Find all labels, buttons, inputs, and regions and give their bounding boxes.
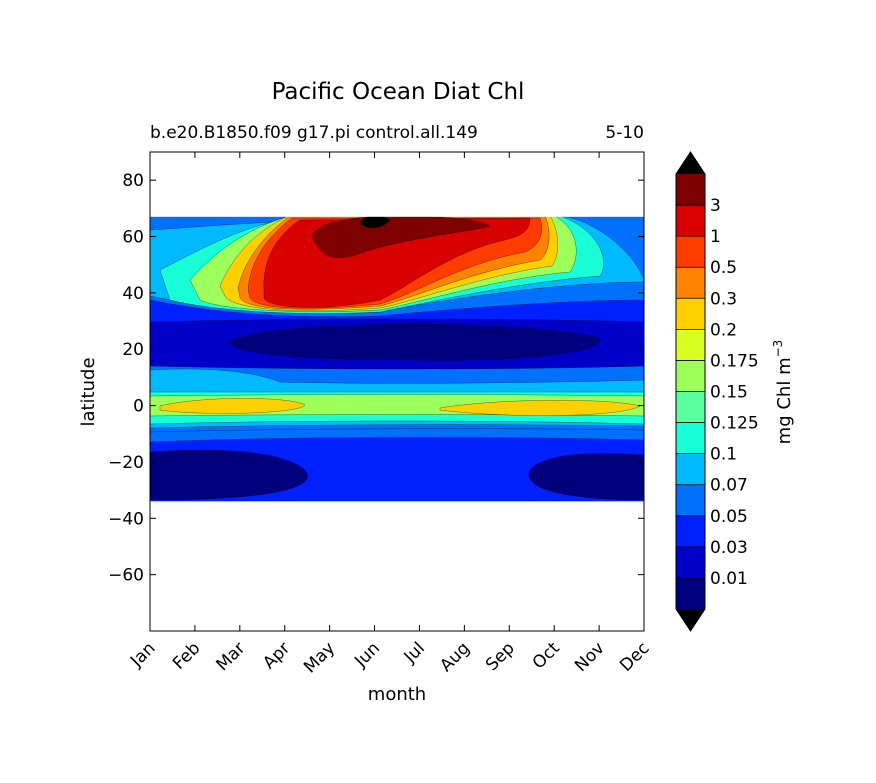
colorbar-tick-label: 3 [710,196,721,216]
colorbar-segment [676,298,705,330]
colorbar-segment [676,453,705,485]
colorbar-segment [676,267,705,299]
x-tick-label: Mar [213,638,250,675]
colorbar-tick-label: 0.2 [710,320,737,340]
colorbar-segment [676,329,705,361]
colorbar-label-exponent: −3 [771,340,785,358]
x-tick-label: Oct [529,638,564,673]
x-tick-label: Feb [169,638,204,673]
colorbar-tick-label: 0.125 [710,414,759,434]
y-tick-label: 20 [122,340,144,360]
y-axis-label: latitude [78,357,99,426]
no-data-south [150,501,644,631]
chart-subtitle-right: 5-10 [605,123,644,143]
y-tick-label: 80 [122,171,144,191]
colorbar-frame [675,151,706,632]
contour-equatorial-core-west [159,398,306,414]
y-tick-label: −40 [108,509,144,529]
colorbar-segment [676,391,705,423]
y-tick-label: 40 [122,284,144,304]
colorbar-tick-label: 0.07 [710,476,748,496]
x-tick-label: Sep [482,638,519,675]
contour-south-gyre-west [150,449,308,501]
y-tick-label: −60 [108,566,144,586]
colorbar-tick-label: 1 [710,227,721,247]
colorbar: 0.01 0.03 0.05 0.07 0.1 0.125 0.15 0.175 0.2 0.3 0… [675,151,759,632]
colorbar-tick-label: 0.05 [710,507,748,527]
colorbar-segment [676,174,705,206]
colorbar-over-arrow [676,152,705,174]
colorbar-tick-label: 0.5 [710,258,737,278]
y-tick-label: −20 [108,453,144,473]
colorbar-segment [676,546,705,578]
colorbar-segment [676,515,705,547]
colorbar-segment [676,205,705,237]
colorbar-tick-label: 0.01 [710,569,748,589]
x-tick-label: Aug [436,638,474,676]
contour-north-gyre-core [227,323,601,361]
svg-text:mg Chl m−3: mg Chl m−3 [771,340,795,445]
colorbar-segment [676,236,705,268]
x-tick-label: Jul [400,638,429,667]
x-tick-label: May [300,638,339,677]
colorbar-label: mg Chl m−3 [771,340,795,445]
contour-bloom-level-13 [311,215,491,258]
contour-south-gyre-east [528,453,644,501]
x-tick-label: Jan [126,638,159,671]
y-tick-label: 60 [122,228,144,248]
colorbar-segment [676,360,705,392]
colorbar-tick-label: 0.15 [710,383,748,403]
x-axis-label: month [368,684,426,705]
x-tick-label: Nov [571,638,609,676]
colorbar-segment [676,422,705,454]
y-tick-label: 0 [133,397,144,417]
colorbar-tick-label: 0.03 [710,538,748,558]
x-tick-label: Apr [259,638,294,673]
plot-area: Jan Feb Mar Apr May Jun Jul Aug Sep Oct Nov Dec 80 6… [108,151,654,677]
contour-subarctic-peak [359,215,391,228]
colorbar-segment [676,484,705,516]
contour-field [150,152,644,631]
colorbar-segment [676,577,705,609]
x-tick-label: Jun [350,638,384,672]
colorbar-label-text: mg Chl m [774,357,795,444]
colorbar-tick-label: 0.3 [710,289,737,309]
colorbar-under-arrow [676,609,705,631]
no-data-north [150,152,644,217]
chart-subtitle-left: b.e20.B1850.f09 g17.pi control.all.149 [150,123,478,143]
colorbar-tick-label: 0.175 [710,351,759,371]
colorbar-tick-label: 0.1 [710,445,737,465]
x-tick-label: Dec [616,638,653,675]
plot-frame [149,151,645,632]
chart-title: Pacific Ocean Diat Chl [272,79,525,105]
y-axis: 80 60 40 20 0 −20 −40 −60 [108,171,644,586]
